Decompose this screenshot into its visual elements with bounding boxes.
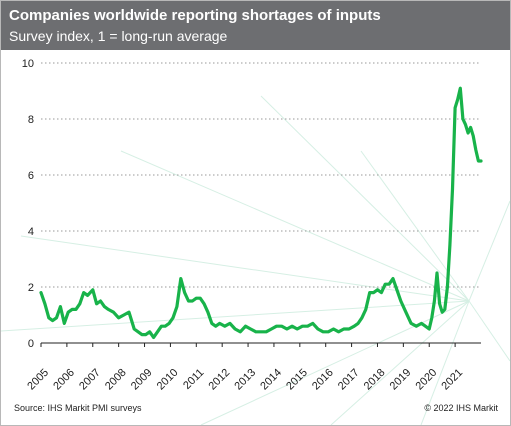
y-axis-ticks: 0 2 4 6 8 10 (22, 58, 34, 350)
x-tick-label: 2012 (206, 367, 232, 393)
x-tick-label: 2017 (336, 367, 362, 393)
decor-ray (120, 150, 470, 302)
y-tick-label: 6 (28, 170, 34, 182)
source-note: Source: IHS Markit PMI surveys (14, 403, 142, 413)
x-tick-label: 2021 (439, 367, 465, 393)
x-tick-label: 2009 (129, 367, 155, 393)
x-tick-label: 2005 (25, 367, 51, 393)
decor-ray (260, 95, 470, 302)
x-tick-label: 2018 (362, 367, 388, 393)
decor-ray (420, 300, 470, 425)
chart-title: Companies worldwide reporting shortages … (9, 7, 381, 24)
decor-ray (330, 300, 470, 425)
y-tick-label: 0 (28, 338, 34, 350)
decor-ray (1, 300, 470, 332)
background-decoration (1, 95, 510, 425)
decor-ray (200, 300, 470, 425)
x-tick-label: 2015 (284, 367, 310, 393)
x-tick-label: 2013 (232, 367, 258, 393)
y-tick-label: 4 (28, 226, 34, 238)
x-axis-ticks: 2005 2006 2007 2008 2009 2010 2011 2012 2013 2014… (25, 343, 465, 392)
x-tick-label: 2010 (155, 367, 181, 393)
series-group (39, 86, 483, 339)
gridlines (41, 62, 481, 344)
chart-subtitle: Survey index, 1 = long-run average (9, 28, 228, 44)
y-tick-label: 2 (28, 282, 34, 294)
y-tick-label: 8 (28, 114, 34, 126)
decor-ray (468, 200, 510, 302)
decor-ray (360, 150, 470, 302)
x-tick-label: 2007 (77, 367, 103, 393)
decor-ray (20, 235, 470, 302)
x-tick-label: 2011 (181, 367, 206, 392)
x-tick-label: 2008 (103, 367, 129, 393)
copyright-note: © 2022 IHS Markit (424, 403, 498, 413)
decor-ray (468, 300, 510, 362)
x-tick-label: 2006 (51, 367, 77, 393)
y-tick-label: 10 (22, 58, 34, 70)
chart-header: Companies worldwide reporting shortages … (1, 1, 510, 50)
x-tick-label: 2016 (310, 367, 336, 393)
series-line (39, 86, 483, 339)
